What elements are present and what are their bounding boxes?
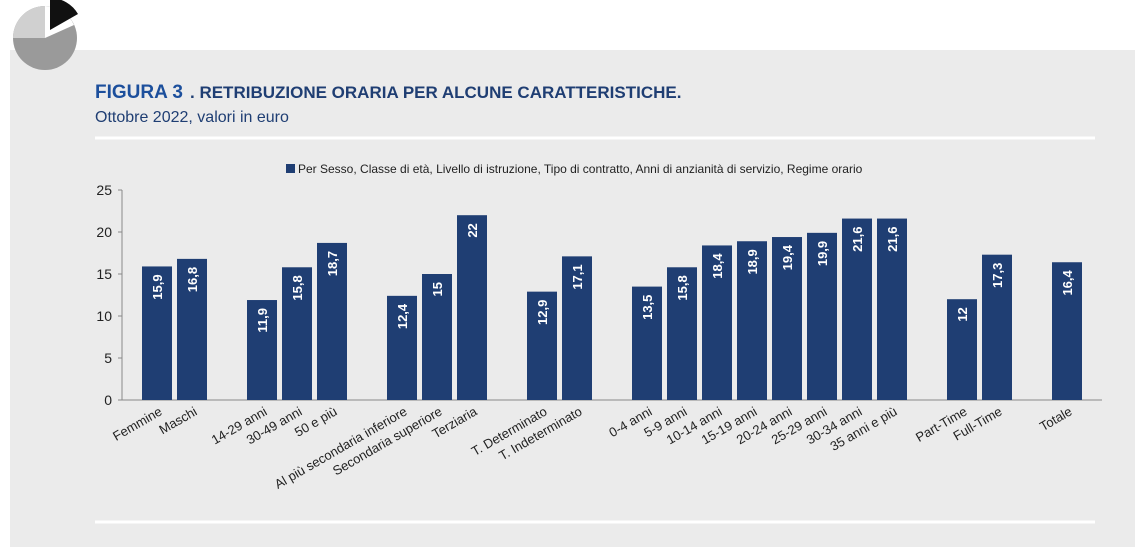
bar — [527, 291, 557, 400]
bar — [317, 242, 347, 400]
bar — [387, 295, 417, 400]
bar — [177, 258, 207, 400]
bar — [1052, 262, 1082, 400]
data-label: 19,9 — [815, 241, 830, 266]
data-label: 13,5 — [640, 295, 655, 320]
bar — [737, 241, 767, 400]
bar — [632, 286, 662, 400]
bar — [422, 274, 452, 400]
data-label: 15,8 — [675, 275, 690, 300]
data-label: 19,4 — [780, 244, 795, 270]
data-label: 21,6 — [885, 227, 900, 252]
legend-swatch — [286, 164, 295, 173]
chart-subtitle: Ottobre 2022, valori in euro — [95, 109, 289, 126]
data-label: 11,9 — [255, 308, 270, 333]
bar — [772, 237, 802, 400]
data-label: 15,9 — [150, 274, 165, 299]
legend-label: Per Sesso, Classe di età, Livello di ist… — [298, 162, 863, 176]
data-label: 12 — [955, 307, 970, 321]
data-label: 17,1 — [570, 264, 585, 289]
bar — [842, 218, 872, 400]
data-label: 17,3 — [990, 263, 1005, 288]
data-label: 12,4 — [395, 303, 410, 329]
bar — [702, 245, 732, 400]
bar — [807, 232, 837, 400]
y-tick-label: 5 — [104, 350, 112, 366]
data-label: 18,7 — [325, 251, 340, 276]
y-tick-label: 20 — [96, 224, 112, 240]
data-label: 15,8 — [290, 275, 305, 300]
data-label: 21,6 — [850, 227, 865, 252]
bar — [247, 300, 277, 400]
bar — [282, 267, 312, 400]
data-label: 15 — [430, 282, 445, 296]
data-label: 16,4 — [1060, 269, 1075, 295]
data-label: 16,8 — [185, 267, 200, 292]
y-tick-label: 0 — [104, 392, 112, 408]
bar — [982, 254, 1012, 400]
y-tick-label: 25 — [96, 182, 112, 198]
y-tick-label: 15 — [96, 266, 112, 282]
bar — [947, 299, 977, 400]
pie-icon — [13, 0, 78, 70]
y-tick-label: 10 — [96, 308, 112, 324]
bar — [562, 256, 592, 400]
bar — [457, 215, 487, 400]
figure-label: FIGURA 3 — [95, 82, 183, 103]
chart-title: . RETRIBUZIONE ORARIA PER ALCUNE CARATTE… — [190, 83, 681, 102]
data-label: 12,9 — [535, 300, 550, 325]
data-label: 18,9 — [745, 249, 760, 274]
bar — [877, 218, 907, 400]
bar — [667, 267, 697, 400]
data-label: 18,4 — [710, 253, 725, 279]
bar — [142, 266, 172, 400]
data-label: 22 — [465, 223, 480, 237]
